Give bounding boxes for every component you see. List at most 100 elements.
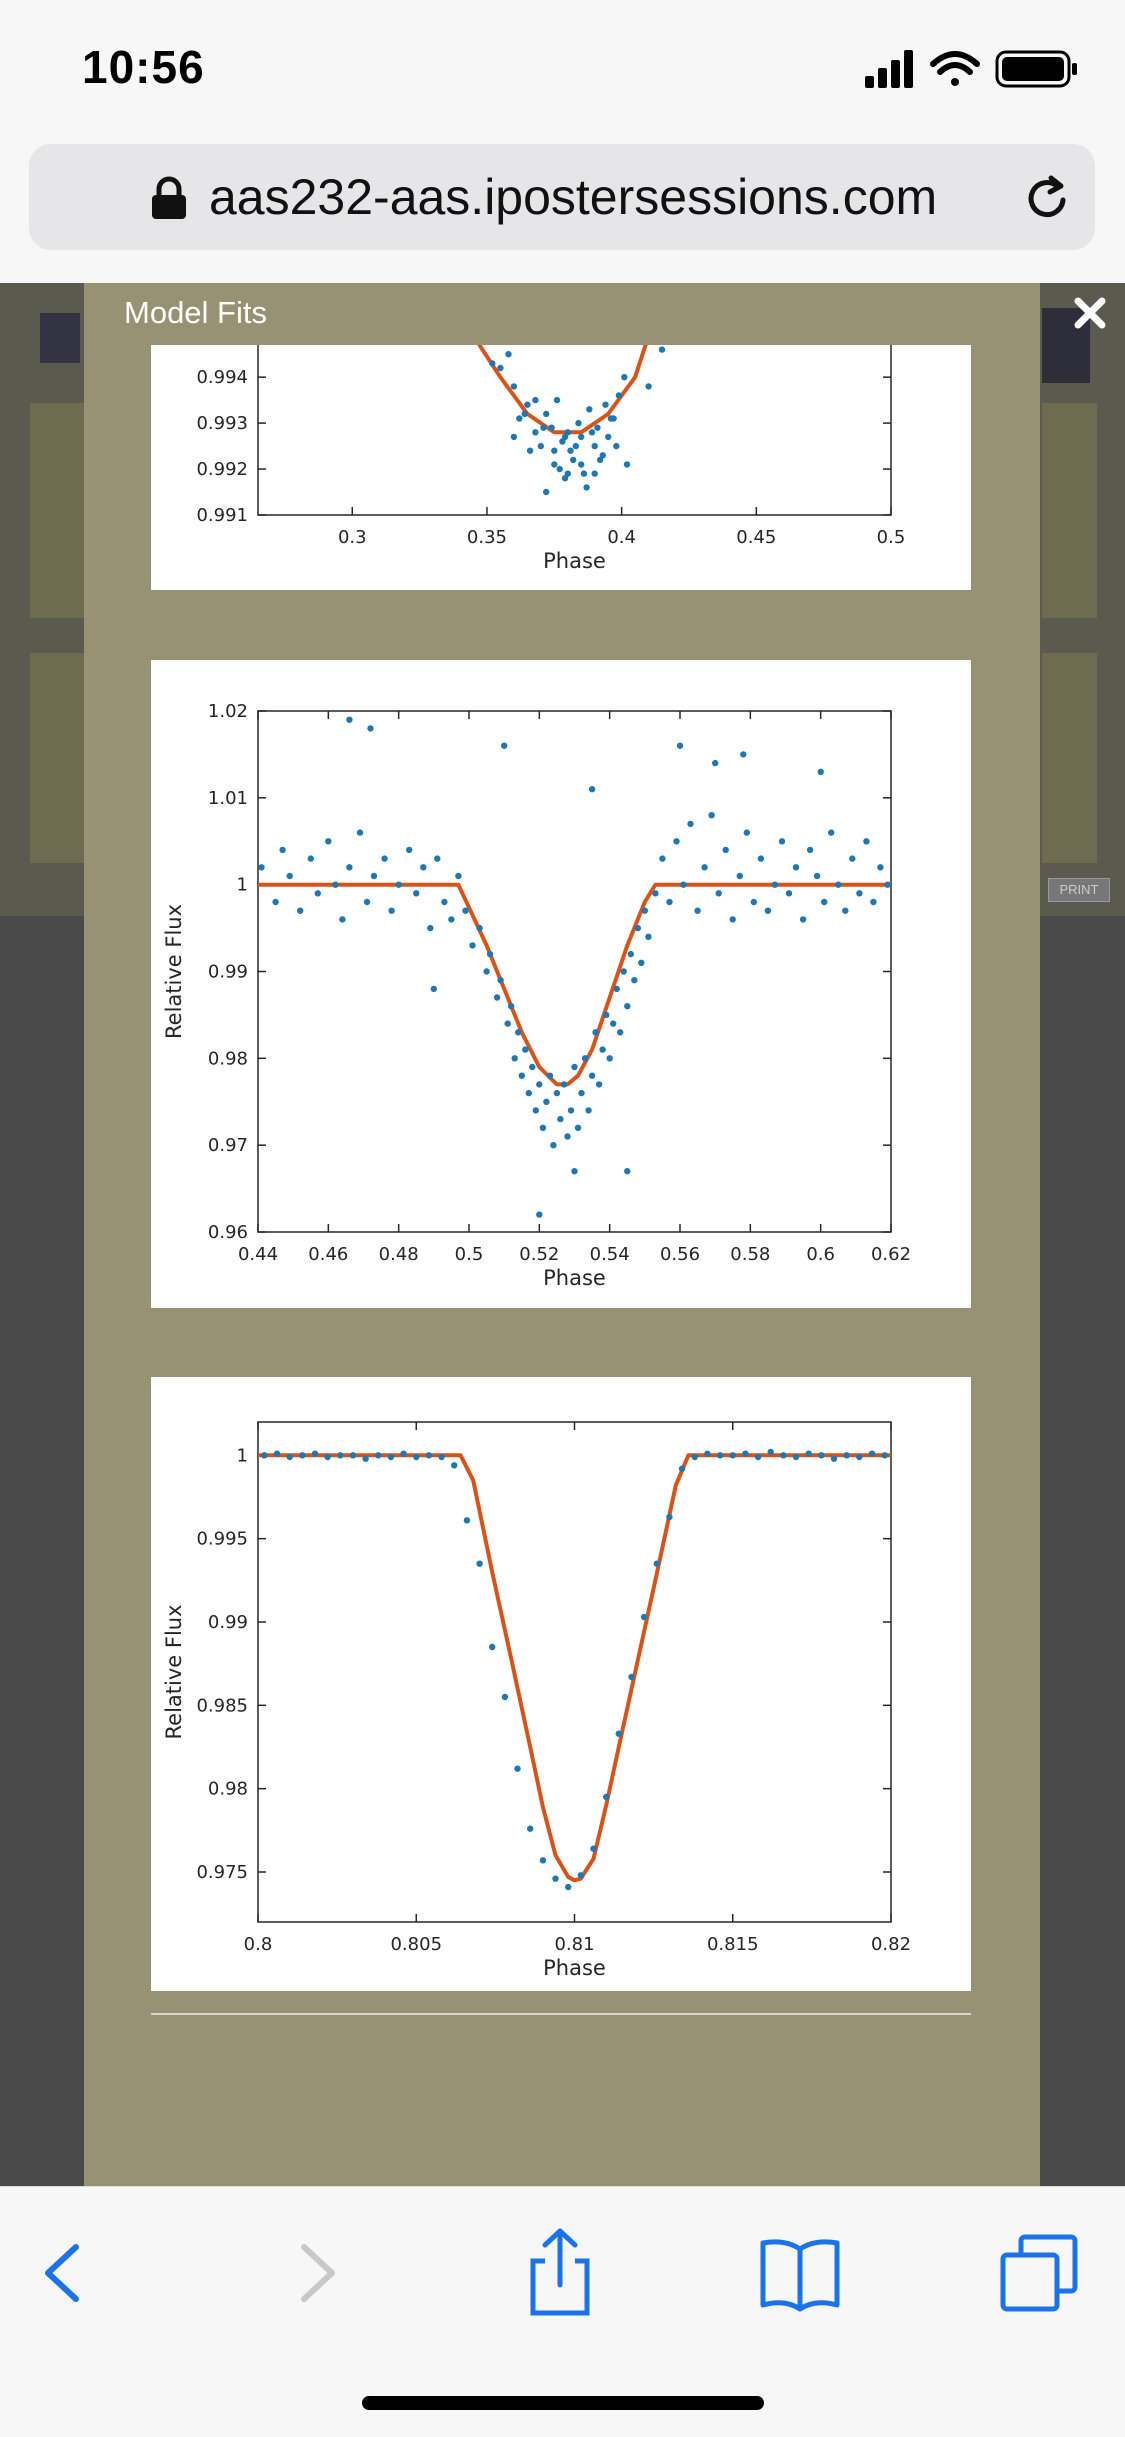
data-point xyxy=(561,433,569,441)
y-tick-label: 0.99 xyxy=(208,962,248,983)
data-point xyxy=(583,484,590,491)
data-point xyxy=(356,829,364,836)
data-point xyxy=(590,1845,597,1852)
url-text[interactable]: aas232-aas.ipostersessions.com xyxy=(209,169,938,225)
x-tick-label: 0.58 xyxy=(730,1244,770,1265)
y-tick-label: 1 xyxy=(237,1445,248,1466)
y-tick-label: 0.97 xyxy=(208,1135,248,1156)
data-point xyxy=(868,1450,876,1457)
data-point xyxy=(501,742,508,749)
x-tick-label: 0.44 xyxy=(238,1244,278,1265)
data-point xyxy=(455,872,462,880)
model-fit-line xyxy=(477,345,648,435)
data-point xyxy=(863,838,870,845)
data-point xyxy=(817,768,824,775)
bookmarks-icon[interactable] xyxy=(755,2227,845,2317)
data-point xyxy=(658,346,666,353)
x-axis-label: Phase xyxy=(543,1266,606,1290)
reload-icon[interactable] xyxy=(1023,172,1073,222)
data-point xyxy=(448,916,455,923)
x-tick-label: 0.35 xyxy=(467,527,507,548)
share-icon[interactable] xyxy=(515,2227,605,2317)
y-tick-label: 0.98 xyxy=(208,1048,248,1069)
data-point xyxy=(806,846,814,854)
data-point xyxy=(261,1452,268,1459)
data-point xyxy=(591,442,598,450)
chart-card-3: 0.8 0.805 0.81 0.815 0.82 0.975 0.98 0.985 0.99 0… xyxy=(151,1377,971,1991)
status-bar: 10:56 xyxy=(0,0,1125,138)
data-point xyxy=(497,977,504,984)
data-point xyxy=(678,1465,686,1472)
data-point xyxy=(687,820,694,828)
chart-1: 0.3 0.35 0.4 0.45 0.5 0.991 0.992 0.993 0.994 Pha… xyxy=(196,345,905,573)
data-point xyxy=(438,1453,445,1461)
data-point xyxy=(624,1003,631,1010)
data-point xyxy=(729,916,736,923)
data-point xyxy=(413,890,420,897)
address-bar[interactable]: aas232-aas.ipostersessions.com xyxy=(29,144,1095,250)
data-point xyxy=(463,1517,471,1524)
data-point xyxy=(578,433,585,441)
data-point xyxy=(640,1613,648,1621)
x-tick-label: 0.45 xyxy=(736,527,776,548)
data-point xyxy=(469,942,476,949)
data-point xyxy=(588,429,596,436)
data-point xyxy=(666,1513,673,1521)
x-tick-label: 0.52 xyxy=(519,1244,559,1265)
data-point xyxy=(613,985,620,993)
data-point xyxy=(592,1029,599,1036)
data-point xyxy=(881,1452,888,1459)
data-point xyxy=(652,890,659,897)
y-tick-label: 0.975 xyxy=(196,1862,248,1883)
data-point xyxy=(603,1793,610,1801)
chart-2: 0.44 0.46 0.48 0.5 0.52 0.54 0.56 0.58 0.6 0.62 0.… xyxy=(162,701,911,1290)
data-point xyxy=(286,1453,293,1461)
data-point xyxy=(395,881,402,888)
data-point xyxy=(543,1098,550,1105)
chart-card-1: 0.3 0.35 0.4 0.45 0.5 0.991 0.992 0.993 0.994 Pha… xyxy=(151,345,971,590)
data-point xyxy=(339,916,346,923)
status-time: 10:56 xyxy=(82,41,205,93)
data-point xyxy=(567,1107,575,1114)
back-icon[interactable] xyxy=(20,2227,110,2317)
data-point xyxy=(279,846,286,854)
data-point xyxy=(712,759,719,767)
data-point xyxy=(884,881,891,888)
data-point xyxy=(536,1081,543,1088)
data-point xyxy=(578,461,585,468)
x-tick-label: 0.805 xyxy=(390,1934,442,1955)
data-point xyxy=(400,1450,407,1457)
data-point xyxy=(325,838,332,845)
x-axis-label: Phase xyxy=(543,1956,606,1980)
data-point xyxy=(842,907,849,914)
close-icon[interactable] xyxy=(1072,295,1108,331)
y-tick-label: 1 xyxy=(237,875,248,896)
data-point xyxy=(286,872,293,880)
data-point xyxy=(572,442,579,450)
tabs-icon[interactable] xyxy=(995,2227,1085,2317)
data-point xyxy=(515,1029,522,1036)
data-point xyxy=(434,855,441,862)
data-point xyxy=(676,742,684,749)
plot-frame xyxy=(257,1421,892,1923)
x-tick-label: 0.81 xyxy=(554,1934,594,1955)
data-point xyxy=(607,415,615,422)
model-fit-line xyxy=(258,882,891,1087)
data-point xyxy=(615,1730,622,1737)
data-point xyxy=(532,396,539,404)
data-point xyxy=(743,829,750,836)
data-point xyxy=(580,470,588,477)
data-point xyxy=(370,872,378,880)
print-button[interactable]: PRINT xyxy=(1048,878,1110,902)
data-point xyxy=(785,890,793,897)
data-point xyxy=(367,725,374,732)
data-point xyxy=(615,392,623,399)
data-point xyxy=(575,419,582,427)
data-point xyxy=(536,1211,543,1218)
forward-icon[interactable] xyxy=(270,2227,360,2317)
data-point xyxy=(406,846,413,854)
data-point xyxy=(337,1452,344,1459)
data-point xyxy=(792,864,800,871)
x-tick-label: 0.54 xyxy=(590,1244,630,1265)
data-point xyxy=(543,488,550,496)
